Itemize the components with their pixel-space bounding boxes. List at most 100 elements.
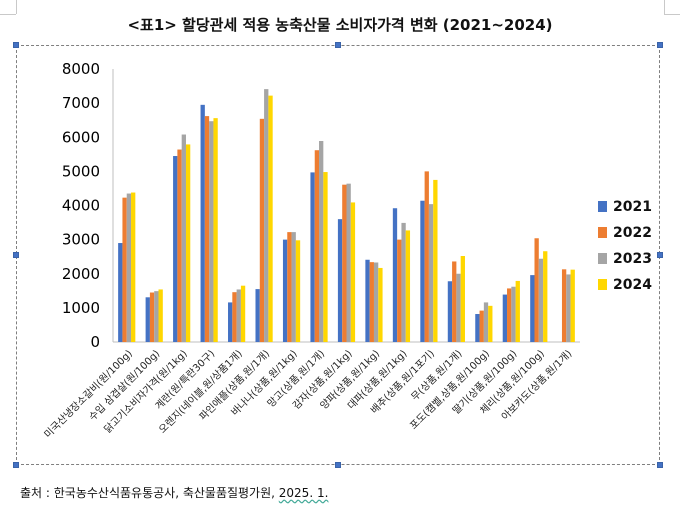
bar-2024	[570, 269, 575, 342]
bar-2021	[173, 156, 178, 342]
bar-2024	[158, 289, 163, 342]
bar-2022	[369, 262, 374, 342]
bar-2024	[185, 144, 191, 342]
bar-2021	[282, 239, 288, 342]
bar-2024	[543, 251, 548, 342]
bar-2021	[337, 219, 343, 342]
bar-2022	[479, 310, 484, 342]
y-tick-label: 7000	[62, 94, 100, 112]
y-tick-label: 3000	[62, 231, 100, 249]
resize-handle-bottom-right[interactable]	[657, 462, 663, 468]
bar-2024	[433, 179, 438, 342]
bar-2023	[373, 262, 379, 342]
y-tick-label: 2000	[62, 265, 100, 283]
source-text: 출처 : 한국농수산식품유통공사, 축산물품질평가원,	[20, 486, 279, 500]
resize-handle-middle-right[interactable]	[657, 252, 663, 258]
bar-2022	[177, 149, 182, 342]
bar-2023	[291, 232, 296, 342]
bar-2024	[460, 256, 465, 342]
source-date: 2025. 1.	[278, 486, 329, 500]
page-corner-mark-right-h	[664, 14, 680, 15]
legend-swatch-2024	[598, 279, 607, 290]
bar-2023	[346, 183, 351, 342]
resize-handle-top-center[interactable]	[335, 42, 341, 48]
chart-title: <표1> 할당관세 적용 농축산물 소비자가격 변화 (2021~2024)	[127, 16, 553, 34]
bar-2021	[310, 172, 315, 342]
bar-2024	[268, 95, 273, 343]
bar-2023	[236, 289, 241, 342]
bar-2024	[350, 202, 356, 342]
bar-2023	[566, 274, 571, 342]
legend-swatch-2021	[598, 201, 607, 212]
bar-2023	[319, 141, 324, 342]
bar-2021	[145, 297, 150, 342]
bar-2022	[232, 292, 237, 342]
resize-handle-bottom-center[interactable]	[335, 462, 341, 468]
resize-handle-top-right[interactable]	[657, 42, 663, 48]
bar-2023	[154, 291, 159, 342]
y-tick-label: 5000	[62, 162, 100, 180]
bar-2021	[475, 314, 480, 342]
bar-2024	[405, 230, 411, 342]
legend-swatch-2022	[598, 227, 607, 238]
bar-2021	[420, 200, 425, 342]
page-corner-mark-right	[664, 0, 665, 14]
bar-2022	[397, 239, 402, 342]
bar-2023	[456, 273, 461, 342]
bar-2024	[240, 285, 246, 342]
bar-2022	[149, 292, 155, 342]
bar-2021	[530, 275, 535, 342]
legend-label-2023: 2023	[613, 251, 652, 267]
bar-2022	[287, 232, 292, 342]
legend-label-2024: 2024	[613, 277, 652, 293]
bar-2023	[401, 222, 406, 342]
source-note: 출처 : 한국농수산식품유통공사, 축산물품질평가원, 2025. 1.	[20, 484, 328, 501]
resize-handle-middle-left[interactable]	[13, 252, 19, 258]
bar-2022	[342, 184, 347, 342]
bar-2022	[534, 238, 539, 342]
bar-2021	[392, 208, 398, 342]
bar-2021	[255, 289, 260, 342]
bar-2024	[378, 267, 383, 342]
bar-2023	[538, 258, 544, 342]
bar-2022	[314, 150, 320, 342]
legend-label-2022: 2022	[613, 225, 652, 241]
bar-2021	[200, 104, 205, 342]
bar-2024	[213, 118, 218, 342]
bar-2023	[181, 134, 186, 342]
bar-2022	[507, 288, 512, 342]
bar-2021	[502, 294, 508, 342]
bar-2024	[515, 280, 520, 342]
bar-2023	[511, 286, 516, 342]
legend-swatch-2023	[598, 253, 607, 264]
bar-2022	[424, 171, 429, 342]
bar-2023	[264, 89, 269, 342]
bar-2023	[126, 193, 132, 342]
bar-2021	[447, 281, 453, 342]
bar-2022	[204, 116, 210, 342]
bar-2024	[295, 240, 301, 342]
bar-2022	[122, 197, 127, 342]
bar-2021	[228, 302, 233, 342]
bar-2023	[428, 204, 434, 342]
y-tick-label: 8000	[62, 60, 100, 78]
bar-2024	[323, 172, 328, 342]
bar-2024	[488, 305, 493, 342]
resize-handle-bottom-left[interactable]	[13, 462, 19, 468]
y-tick-label: 4000	[62, 197, 100, 215]
bar-2023	[483, 302, 489, 342]
bar-2021	[118, 243, 123, 342]
bar-2022	[561, 269, 567, 342]
bar-2021	[365, 259, 370, 342]
bar-2022	[259, 118, 265, 342]
bar-2022	[452, 261, 457, 342]
y-tick-label: 1000	[62, 299, 100, 317]
legend-label-2021: 2021	[613, 199, 652, 215]
bar-2024	[131, 192, 136, 342]
y-tick-label: 0	[90, 333, 100, 351]
y-tick-label: 6000	[62, 128, 100, 146]
page-corner-mark-left-h	[0, 14, 16, 15]
page-corner-mark-left	[16, 0, 17, 14]
resize-handle-top-left[interactable]	[13, 42, 19, 48]
